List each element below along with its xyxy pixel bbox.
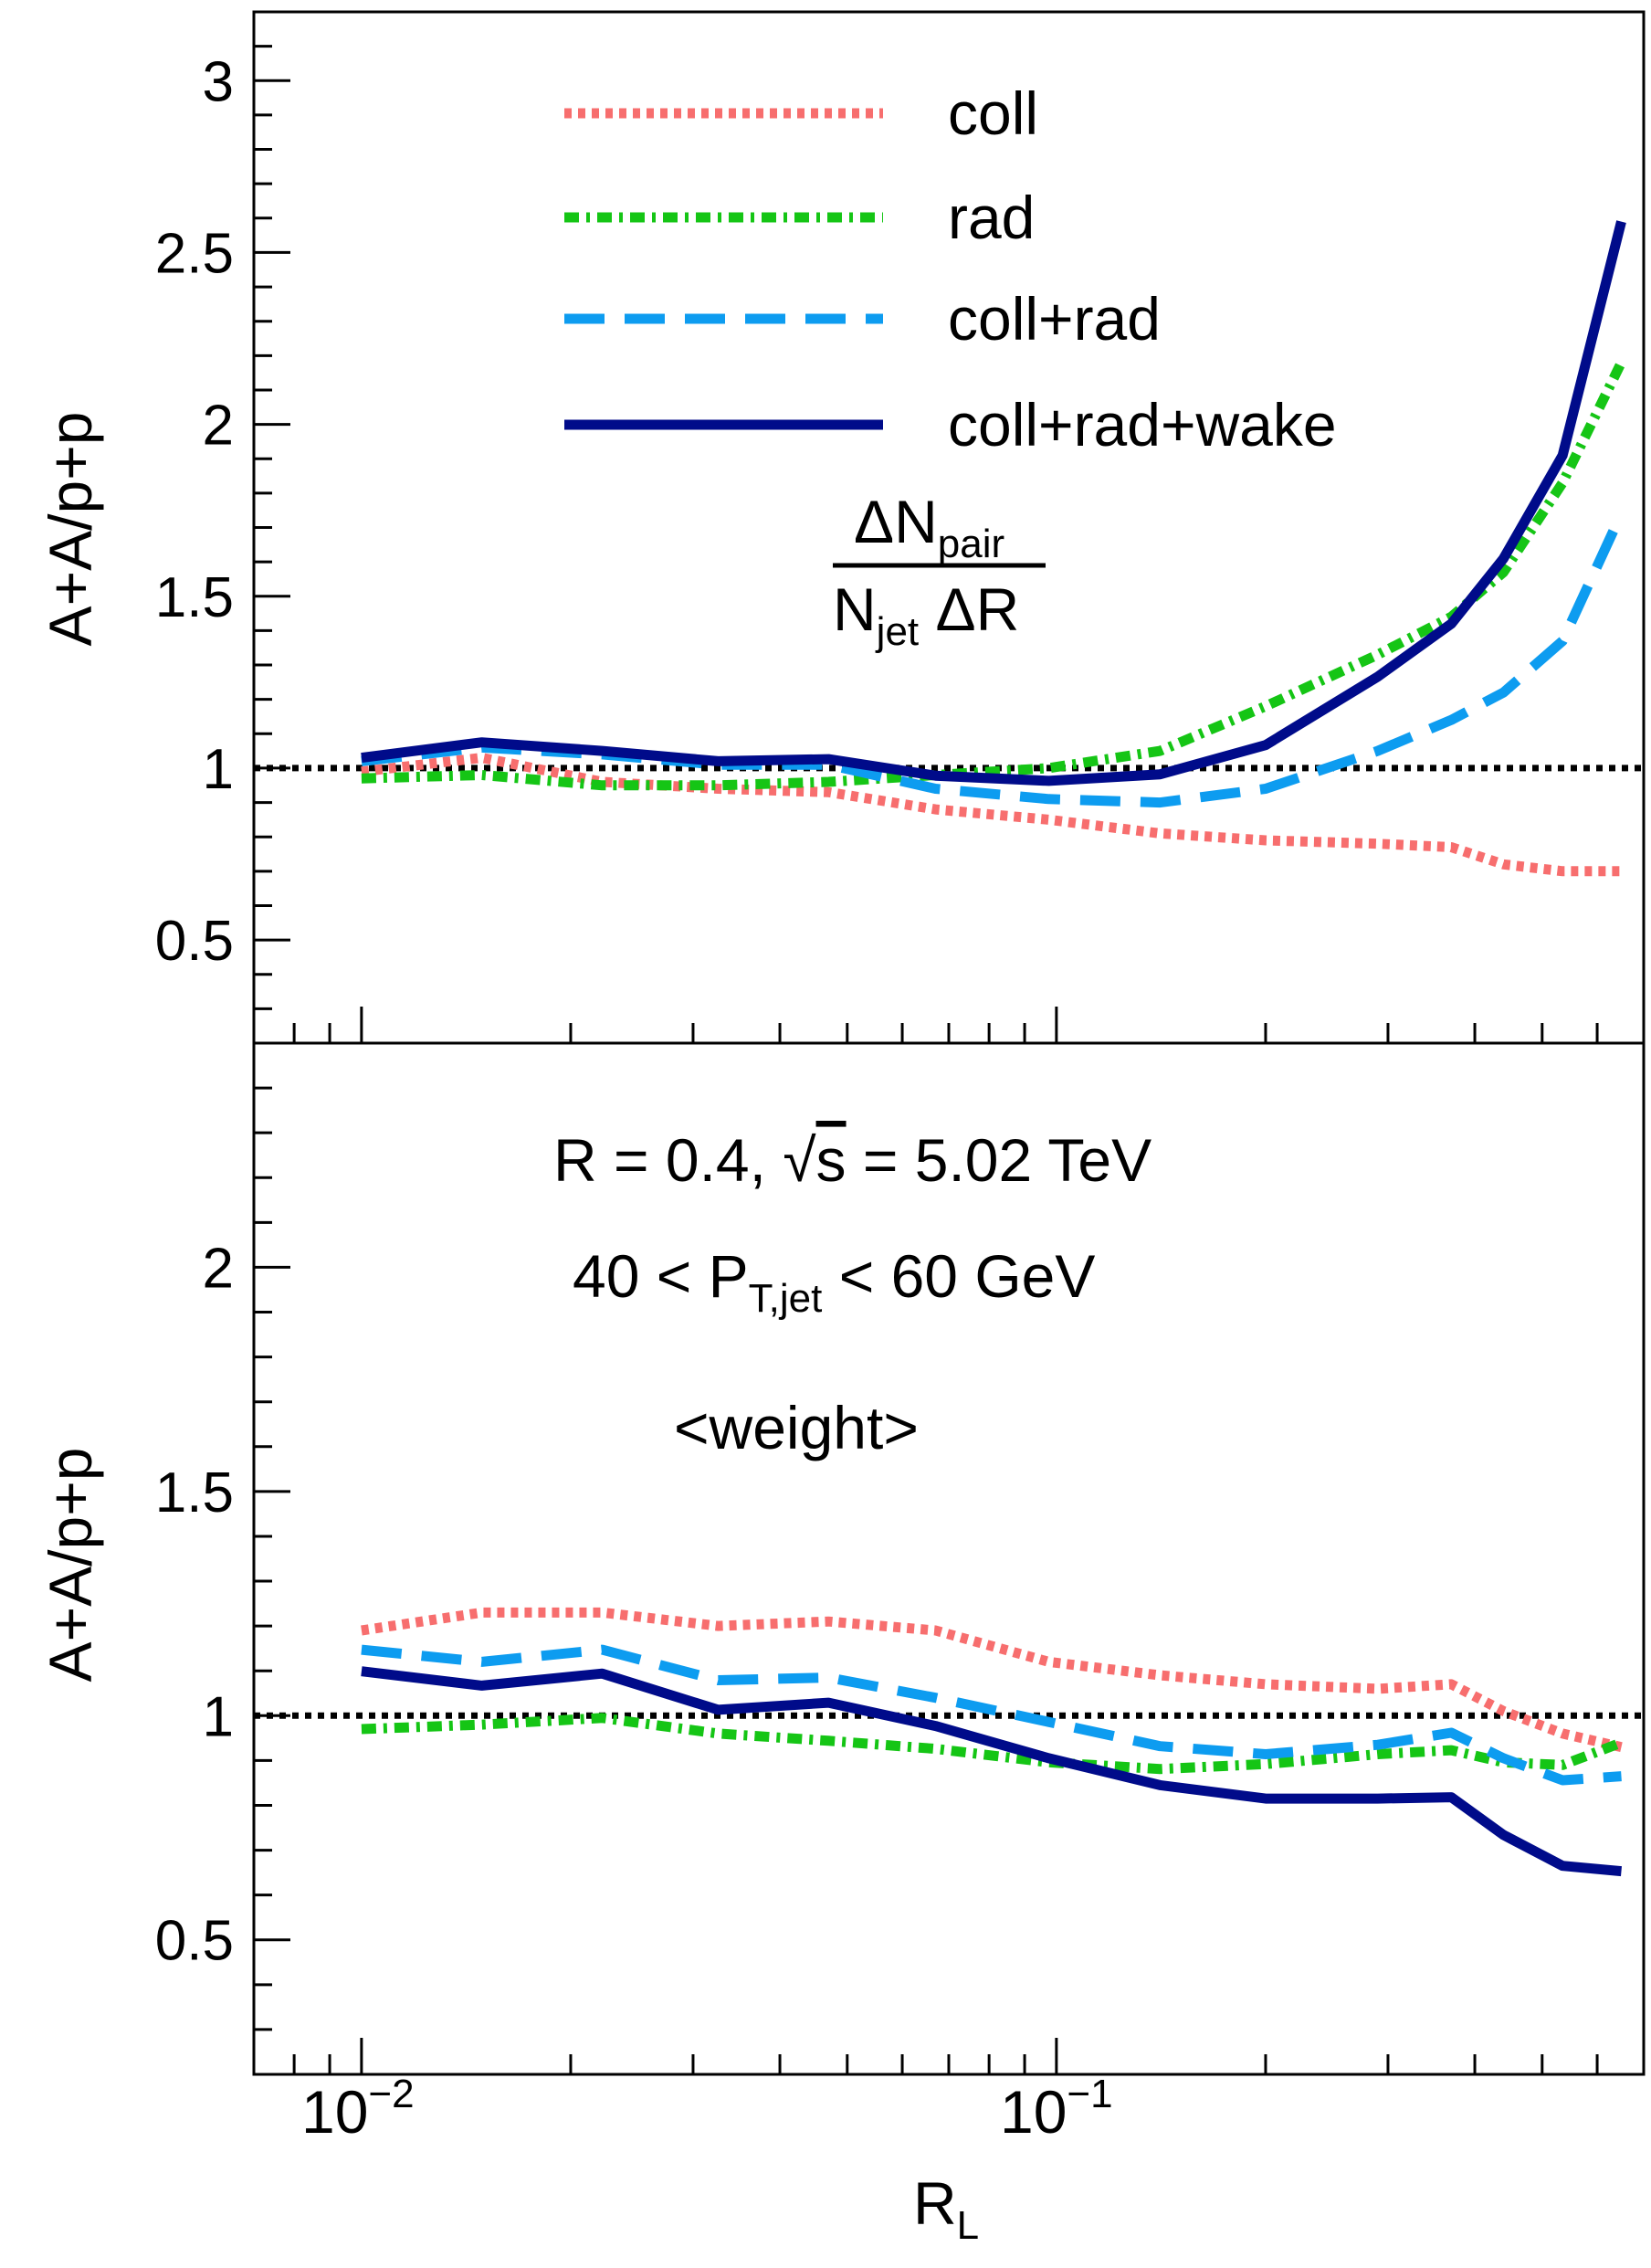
panel-top: [254, 220, 1644, 877]
y-axis-title-top: A+A/p+p: [37, 412, 104, 647]
bottom-annotations: R = 0.4, √s = 5.02 TeV 40 < PT,jet < 60 …: [553, 1126, 1151, 1461]
x-tick-label-0: 10−2: [301, 2072, 415, 2146]
series-line-coll-rad: [361, 1644, 1622, 1786]
series-line-coll-rad-wake: [361, 220, 1626, 786]
y-tick-label: 2.5: [155, 222, 234, 285]
series-line-rad: [361, 1713, 1624, 1775]
y-tick-label: 1: [203, 738, 234, 801]
plot-area: [254, 220, 1644, 1877]
legend-label-coll-rad-wake: coll+rad+wake: [948, 391, 1337, 459]
observable-fraction: ΔNpair Njet ΔR: [833, 488, 1046, 654]
y-tick-label: 3: [203, 50, 234, 113]
y-tick-label: 0.5: [155, 910, 234, 973]
legend: coll rad coll+rad coll+rad+wake: [564, 79, 1337, 459]
x-axis-title: RL: [913, 2169, 979, 2248]
legend-label-coll: coll: [948, 79, 1038, 147]
series-line-coll-rad-wake: [361, 1666, 1623, 1877]
y-tick-label: 1.5: [155, 1461, 234, 1524]
panel-bottom: [254, 1607, 1644, 1877]
y-tick-label: 2: [203, 1237, 234, 1300]
series-line-coll: [361, 1607, 1623, 1753]
y-tick-label: 1.5: [155, 566, 234, 629]
y-axis-title-bottom: A+A/p+p: [37, 1448, 104, 1683]
x-tick-label-1: 10−1: [1000, 2072, 1113, 2146]
fraction-denominator: Njet ΔR: [833, 575, 1019, 654]
panel-frame-bottom: [252, 1041, 1646, 2076]
panel-frames: 0.5 1 1.5 2 2.5 3 0.5 1 1.5 2: [155, 10, 1646, 2076]
y-tick-label: 2: [203, 395, 234, 458]
legend-label-rad: rad: [948, 184, 1035, 251]
annotation-weight: <weight>: [674, 1394, 919, 1461]
legend-label-coll-rad: coll+rad: [948, 285, 1161, 353]
fraction-numerator: ΔNpair: [854, 488, 1004, 566]
annotation-jet-radius-energy: R = 0.4, √s = 5.02 TeV: [553, 1126, 1151, 1194]
y-tick-label: 1: [203, 1685, 234, 1748]
series-line-coll: [361, 753, 1622, 877]
y-tick-label: 0.5: [155, 1910, 234, 1973]
annotation-pt-range: 40 < PT,jet < 60 GeV: [573, 1242, 1095, 1321]
